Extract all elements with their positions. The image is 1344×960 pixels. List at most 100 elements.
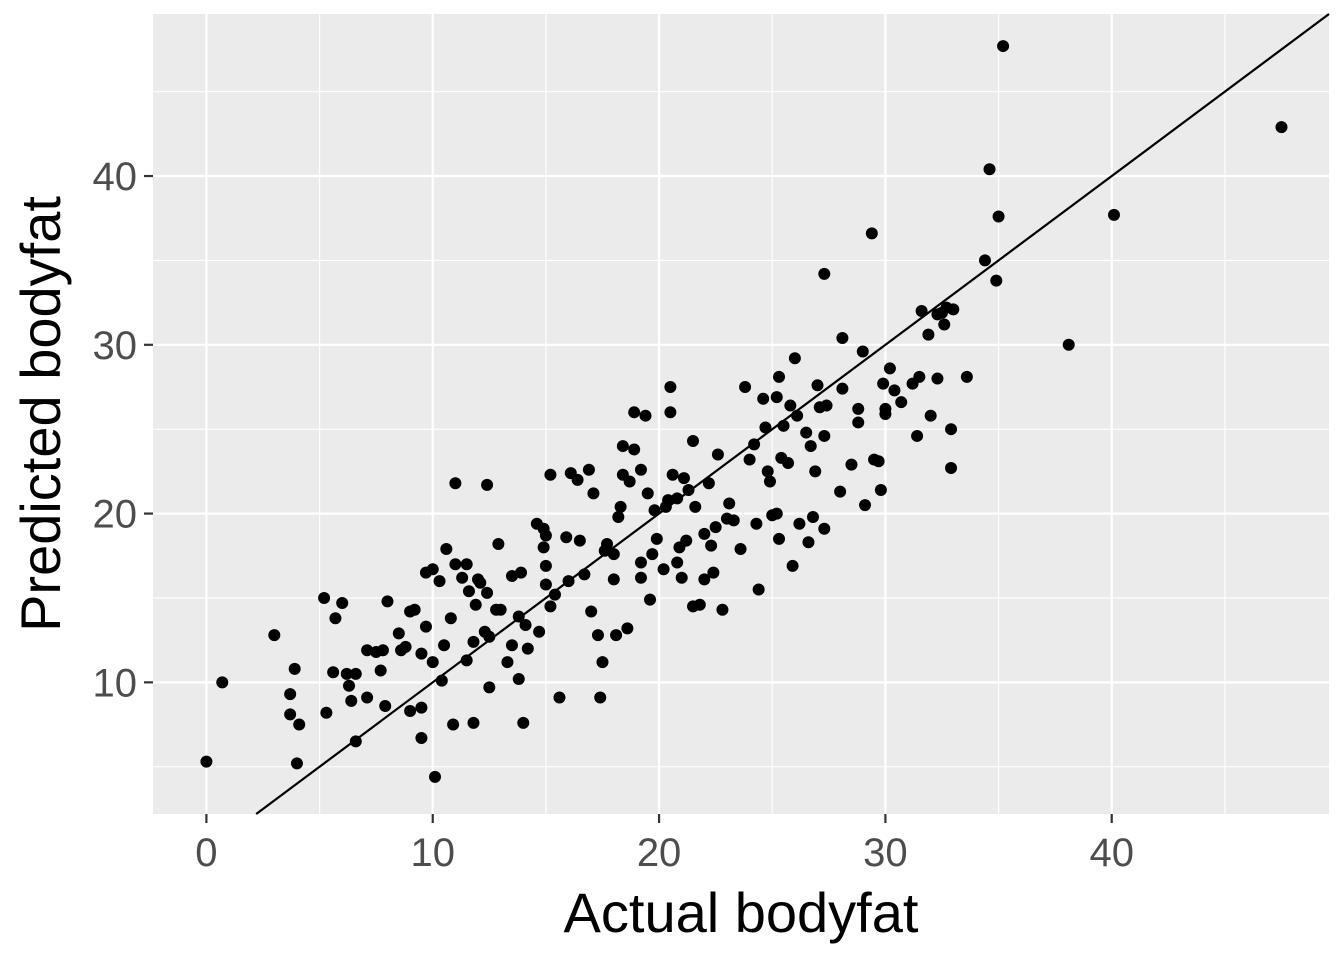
data-point <box>782 456 795 469</box>
data-point <box>519 618 532 631</box>
tick-labels: 0 10 20 30 40 10 20 30 40 <box>93 155 1134 875</box>
data-point <box>553 691 566 704</box>
data-point <box>505 639 518 652</box>
data-point <box>743 453 756 466</box>
data-point <box>469 598 482 611</box>
data-point <box>634 556 647 569</box>
data-point <box>836 382 849 395</box>
data-point <box>293 718 306 731</box>
data-point <box>945 462 958 475</box>
data-point <box>539 529 552 542</box>
data-point <box>834 485 847 498</box>
data-point <box>462 585 475 598</box>
data-point <box>381 595 394 608</box>
data-point <box>784 399 797 412</box>
data-point <box>517 716 530 729</box>
data-point <box>859 499 872 512</box>
data-point <box>343 679 355 692</box>
plot-panel <box>153 14 1329 814</box>
data-point <box>752 583 765 596</box>
data-point <box>913 370 926 383</box>
data-point <box>773 532 786 545</box>
data-point <box>429 770 442 783</box>
data-point <box>793 517 806 530</box>
data-point <box>931 372 944 385</box>
data-point <box>379 699 392 712</box>
data-point <box>426 563 439 576</box>
data-point <box>460 654 473 667</box>
data-point <box>467 716 480 729</box>
data-point <box>404 705 417 718</box>
data-point <box>415 732 428 745</box>
data-point <box>494 603 507 616</box>
data-point <box>345 694 358 707</box>
x-tick-label: 10 <box>410 831 455 875</box>
data-point <box>641 487 654 500</box>
data-point <box>938 318 951 331</box>
y-tick-label: 20 <box>93 493 138 537</box>
data-point <box>856 345 869 358</box>
data-point <box>467 635 480 648</box>
data-point <box>521 642 534 655</box>
data-point <box>392 627 405 640</box>
data-point <box>327 666 340 679</box>
data-point <box>845 458 858 471</box>
data-point <box>945 423 958 436</box>
data-point <box>438 639 451 652</box>
data-point <box>983 163 996 176</box>
reference-line <box>255 13 1330 815</box>
data-point <box>612 510 625 523</box>
data-point <box>650 532 663 545</box>
data-point <box>601 537 614 550</box>
data-point <box>544 468 557 481</box>
data-point <box>698 573 711 586</box>
data-point <box>1062 338 1075 351</box>
data-point <box>761 465 774 478</box>
data-point <box>614 500 627 513</box>
data-point <box>922 328 935 341</box>
data-point <box>689 500 702 513</box>
data-point <box>607 548 620 561</box>
axis-ticks <box>144 174 1113 823</box>
data-point <box>537 541 550 554</box>
x-axis-title: Actual bodyfat <box>564 881 919 944</box>
data-point <box>806 510 819 523</box>
data-point <box>644 593 657 606</box>
data-point <box>739 380 752 393</box>
data-point <box>610 629 623 642</box>
data-point <box>560 531 573 544</box>
data-point <box>447 718 460 731</box>
data-point <box>750 517 763 530</box>
y-tick-label: 40 <box>93 155 138 199</box>
data-point <box>924 409 937 422</box>
data-point <box>284 708 297 721</box>
data-point <box>915 305 928 318</box>
data-point <box>711 448 724 461</box>
data-point <box>361 644 374 657</box>
data-point <box>607 573 620 586</box>
data-point <box>284 688 297 701</box>
data-point <box>591 629 604 642</box>
data-point <box>804 440 817 453</box>
data-point <box>770 391 783 404</box>
data-point <box>947 303 960 316</box>
data-points <box>200 40 1288 783</box>
data-point <box>582 463 595 476</box>
data-point <box>818 522 831 535</box>
data-point <box>216 676 229 689</box>
data-point <box>634 463 647 476</box>
data-point <box>374 664 387 677</box>
data-point <box>978 254 991 267</box>
data-point <box>677 472 690 485</box>
data-point <box>548 588 561 601</box>
data-point <box>990 274 1003 287</box>
data-point <box>415 647 428 660</box>
data-point <box>444 612 457 625</box>
data-point <box>786 559 799 572</box>
data-point <box>596 656 609 669</box>
data-point <box>628 443 641 456</box>
data-point <box>449 558 462 571</box>
data-point <box>200 755 213 768</box>
data-point <box>336 597 349 610</box>
data-point <box>290 757 303 770</box>
